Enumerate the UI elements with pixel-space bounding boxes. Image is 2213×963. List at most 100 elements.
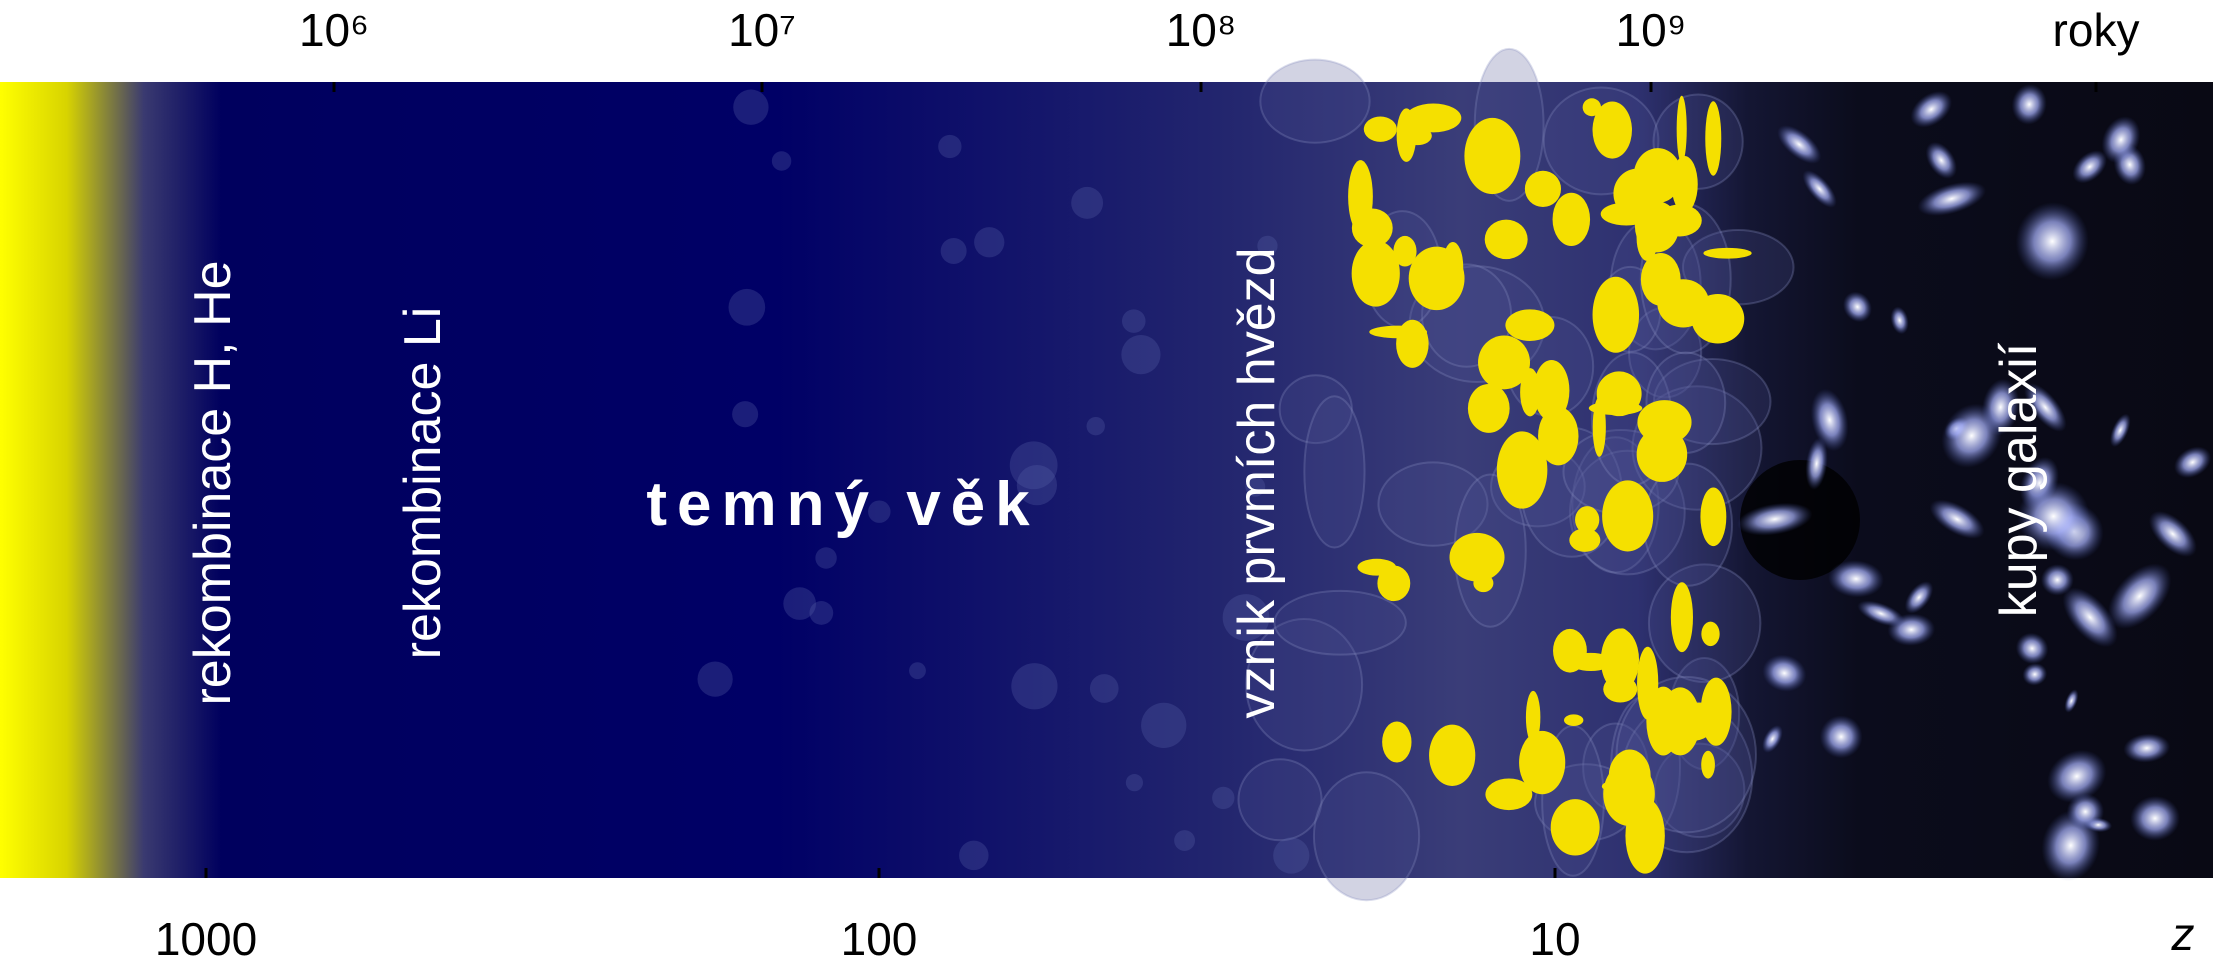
faint-halo (728, 288, 766, 326)
star-blob (1633, 148, 1682, 204)
faint-halo (959, 840, 989, 871)
faint-halo (1125, 774, 1144, 792)
galaxy (1805, 437, 1828, 490)
star-blob (1442, 241, 1464, 292)
star-blob (1625, 797, 1665, 874)
galaxy (1819, 715, 1863, 759)
label-dark-age: temný věk (646, 470, 1039, 539)
galaxy (2064, 689, 2079, 713)
star-blob (1464, 117, 1521, 195)
top-tick-label: 10⁸ (1166, 4, 1237, 56)
bottom-axis-unit: z (2171, 908, 2195, 960)
label-first-stars: vznik prvmích hvězd (1228, 247, 1286, 718)
bottom-tick-label: 100 (841, 913, 918, 963)
faint-halo (909, 662, 926, 680)
galaxy (2011, 84, 2047, 125)
star-blob (1405, 103, 1462, 133)
faint-halo (1174, 830, 1196, 851)
galaxy (2174, 446, 2212, 478)
faint-halo (1273, 837, 1310, 874)
star-blob (1582, 98, 1602, 117)
faint-halo (1086, 416, 1105, 436)
gas-cloud (1273, 589, 1407, 656)
star-blob (1705, 101, 1722, 176)
star-blob (1592, 276, 1640, 353)
galaxy (1810, 388, 1849, 452)
faint-halo (697, 661, 733, 697)
galaxy (2110, 413, 2131, 448)
star-blob (1602, 480, 1654, 552)
galaxy (2024, 383, 2067, 432)
galaxy (1828, 560, 1884, 598)
galaxy (2130, 795, 2180, 841)
star-blob (1701, 750, 1715, 779)
star-blob (1505, 309, 1555, 341)
galaxy (1857, 600, 1905, 627)
faint-halo (1121, 335, 1161, 375)
label-recombination-li: rekombinace Li (394, 307, 452, 660)
axes: 10⁶ 10⁷ 10⁸ 10⁹ roky 1000 100 10 z (155, 4, 2195, 963)
faint-halo (940, 237, 967, 264)
background-band (0, 82, 2213, 878)
galaxy (2148, 510, 2197, 557)
star-blob (1363, 116, 1397, 142)
star-blob (1660, 687, 1701, 756)
galaxy (2123, 733, 2171, 763)
faint-halo (1245, 476, 1266, 497)
star-blob (1473, 574, 1494, 593)
label-galaxy-clusters: kupy galaxií (1990, 342, 2048, 617)
star-blob (1691, 294, 1745, 344)
star-blob (1636, 427, 1688, 482)
gas-cloud (1312, 771, 1421, 902)
faint-halo (815, 547, 837, 569)
faint-halo (1011, 663, 1058, 710)
top-tick-label: 10⁹ (1616, 4, 1687, 56)
galaxy (1802, 170, 1837, 208)
star-blob (1402, 126, 1432, 146)
star-blob (1636, 214, 1659, 262)
faint-halo (1016, 465, 1058, 506)
star-blob (1351, 208, 1393, 248)
star-blob (1429, 724, 1476, 786)
star-blob (1592, 397, 1606, 457)
star-blob (1369, 325, 1428, 339)
faint-halo (1071, 186, 1104, 219)
faint-halo (938, 134, 962, 159)
star-blob (1703, 247, 1752, 259)
galaxy (1904, 581, 1934, 614)
star-blob (1393, 235, 1417, 267)
decoration (697, 47, 2212, 902)
star-blob (1657, 204, 1702, 237)
star-blob (1525, 690, 1541, 744)
top-tick-label: 10⁷ (728, 4, 796, 56)
star-blob (1701, 621, 1720, 647)
star-blob (1603, 675, 1638, 703)
galaxy (1929, 499, 1985, 539)
star-blob (1478, 335, 1531, 390)
top-tick-label: 10⁶ (299, 4, 369, 56)
faint-halo (733, 89, 769, 125)
galaxy (2101, 116, 2141, 164)
bottom-tick-label: 10 (1529, 913, 1580, 963)
faint-halo (809, 601, 834, 625)
gas-cloud (1377, 461, 1489, 547)
star-blob (1351, 240, 1400, 307)
star-blob (1552, 192, 1591, 246)
star-blob (1596, 371, 1642, 417)
star-blob (1377, 565, 1411, 602)
faint-halo (1141, 702, 1187, 749)
faint-halo (1222, 594, 1270, 641)
galaxy (1941, 403, 2002, 468)
galaxy (2022, 663, 2048, 686)
faint-halo (1257, 235, 1278, 257)
faint-halo (1089, 674, 1119, 703)
galaxy (2062, 587, 2118, 648)
galaxy (2072, 150, 2107, 184)
star-blob (1676, 95, 1687, 163)
faint-halo (868, 500, 891, 523)
star-blob (1563, 714, 1584, 726)
galaxy (1777, 125, 1822, 164)
star-blob (1382, 721, 1412, 763)
label-recombination-h-he: rekombinace H, He (184, 260, 242, 705)
